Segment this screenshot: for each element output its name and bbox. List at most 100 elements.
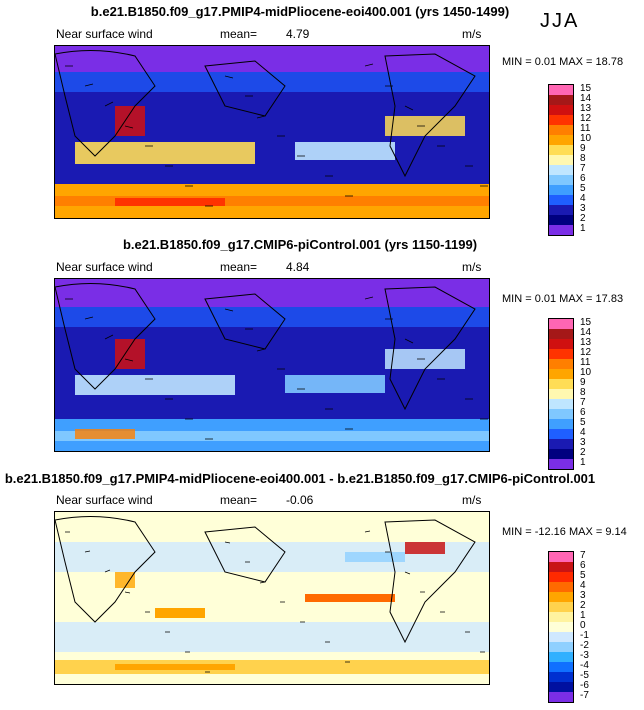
- colorbar-2-label: 2: [580, 447, 586, 458]
- colorbar-2-swatch: [549, 439, 573, 449]
- panel-3-variable: Near surface wind: [56, 493, 153, 507]
- colorbar-2-label: 9: [580, 377, 586, 388]
- colorbar-2-swatch: [549, 329, 573, 339]
- panel-1-map: [54, 45, 490, 219]
- colorbar-2-swatch: [549, 339, 573, 349]
- colorbar-1-label: 6: [580, 173, 586, 184]
- colorbar-3-swatch: [549, 642, 573, 652]
- colorbar-1-label: 3: [580, 203, 586, 214]
- colorbar-2-label: 3: [580, 437, 586, 448]
- colorbar-1-swatch: [549, 115, 573, 125]
- colorbar-3-label: -4: [580, 660, 589, 671]
- colorbar-2-swatch: [549, 449, 573, 459]
- panel-2-colorbar: [548, 318, 574, 470]
- colorbar-3-swatch: [549, 612, 573, 622]
- colorbar-2-swatch: [549, 389, 573, 399]
- colorbar-1-label: 7: [580, 163, 586, 174]
- colorbar-3-label: -2: [580, 640, 589, 651]
- colorbar-3-label: 6: [580, 560, 586, 571]
- colorbar-2-swatch: [549, 369, 573, 379]
- colorbar-2-swatch: [549, 409, 573, 419]
- colorbar-1-swatch: [549, 175, 573, 185]
- colorbar-1-swatch: [549, 135, 573, 145]
- colorbar-2-swatch: [549, 319, 573, 329]
- colorbar-2-swatch: [549, 459, 573, 469]
- colorbar-3-label: 2: [580, 600, 586, 611]
- colorbar-3-swatch: [549, 622, 573, 632]
- panel-3-min-max: MIN = -12.16 MAX = 9.14: [502, 526, 627, 538]
- colorbar-1-swatch: [549, 205, 573, 215]
- colorbar-3-label: 7: [580, 550, 586, 561]
- panel-2-min-max: MIN = 0.01 MAX = 17.83: [502, 293, 624, 305]
- colorbar-2-swatch: [549, 379, 573, 389]
- colorbar-1-swatch: [549, 225, 573, 235]
- colorbar-1-label: 8: [580, 153, 586, 164]
- colorbar-2-swatch: [549, 359, 573, 369]
- panel-3-mean-label: mean=: [220, 493, 258, 507]
- panel-2-mean-value: 4.84: [286, 260, 310, 274]
- colorbar-3-swatch: [549, 692, 573, 702]
- colorbar-1-swatch: [549, 155, 573, 165]
- colorbar-3-swatch: [549, 632, 573, 642]
- colorbar-1-label: 4: [580, 193, 586, 204]
- colorbar-1-swatch: [549, 185, 573, 195]
- panel-1-title: b.e21.B1850.f09_g17.PMIP4-midPliocene-eo…: [90, 4, 510, 19]
- colorbar-3-swatch: [549, 582, 573, 592]
- colorbar-2-label: 12: [580, 347, 592, 358]
- colorbar-3-swatch: [549, 602, 573, 612]
- colorbar-3-label: 1: [580, 610, 586, 621]
- colorbar-1-swatch: [549, 145, 573, 155]
- colorbar-2-swatch: [549, 399, 573, 409]
- colorbar-1-label: 14: [580, 93, 592, 104]
- colorbar-3-label: -6: [580, 680, 589, 691]
- colorbar-2-label: 11: [580, 357, 591, 368]
- colorbar-2-label: 8: [580, 387, 586, 398]
- colorbar-1-label: 9: [580, 143, 586, 154]
- colorbar-2-label: 6: [580, 407, 586, 418]
- colorbar-3-label: -3: [580, 650, 589, 661]
- panel-2-title: b.e21.B1850.f09_g17.CMIP6-piControl.001 …: [122, 237, 478, 252]
- colorbar-2-label: 1: [580, 457, 586, 468]
- panel-3-map: [54, 511, 490, 685]
- panel-3-colorbar: [548, 551, 574, 703]
- colorbar-3-label: -1: [580, 630, 589, 641]
- colorbar-1-label: 1: [580, 223, 586, 234]
- colorbar-3-swatch: [549, 572, 573, 582]
- colorbar-3-label: 0: [580, 620, 586, 631]
- colorbar-1-swatch: [549, 195, 573, 205]
- colorbar-1-label: 13: [580, 103, 592, 114]
- panel-3-title: b.e21.B1850.f09_g17.PMIP4-midPliocene-eo…: [4, 471, 596, 486]
- panel-2-map: [54, 278, 490, 452]
- colorbar-3-label: -5: [580, 670, 589, 681]
- panel-2-variable: Near surface wind: [56, 260, 153, 274]
- colorbar-1-label: 15: [580, 83, 592, 94]
- colorbar-3-swatch: [549, 562, 573, 572]
- colorbar-1-swatch: [549, 215, 573, 225]
- colorbar-1-label: 2: [580, 213, 586, 224]
- colorbar-1-label: 5: [580, 183, 586, 194]
- panel-2-mean-label: mean=: [220, 260, 258, 274]
- wind-vectors: [65, 530, 485, 673]
- colorbar-1-swatch: [549, 95, 573, 105]
- panel-1-min-max: MIN = 0.01 MAX = 18.78: [502, 56, 624, 68]
- panel-2-units: m/s: [462, 260, 482, 274]
- panel-1-variable: Near surface wind: [56, 27, 153, 41]
- colorbar-2-label: 13: [580, 337, 592, 348]
- panel-3-units: m/s: [462, 493, 482, 507]
- colorbar-3-label: 4: [580, 580, 586, 591]
- panel-1-colorbar: [548, 84, 574, 236]
- panel-1-mean-label: mean=: [220, 27, 258, 41]
- colorbar-2-swatch: [549, 419, 573, 429]
- colorbar-3-label: 3: [580, 590, 586, 601]
- season-label: JJA: [540, 10, 580, 32]
- colorbar-2-label: 5: [580, 417, 586, 428]
- colorbar-3-swatch: [549, 592, 573, 602]
- panel-1-units: m/s: [462, 27, 482, 41]
- colorbar-3-swatch: [549, 652, 573, 662]
- colorbar-3-swatch: [549, 662, 573, 672]
- colorbar-2-swatch: [549, 349, 573, 359]
- colorbar-2-label: 15: [580, 317, 592, 328]
- colorbar-1-label: 10: [580, 133, 592, 144]
- colorbar-2-label: 4: [580, 427, 586, 438]
- colorbar-3-swatch: [549, 682, 573, 692]
